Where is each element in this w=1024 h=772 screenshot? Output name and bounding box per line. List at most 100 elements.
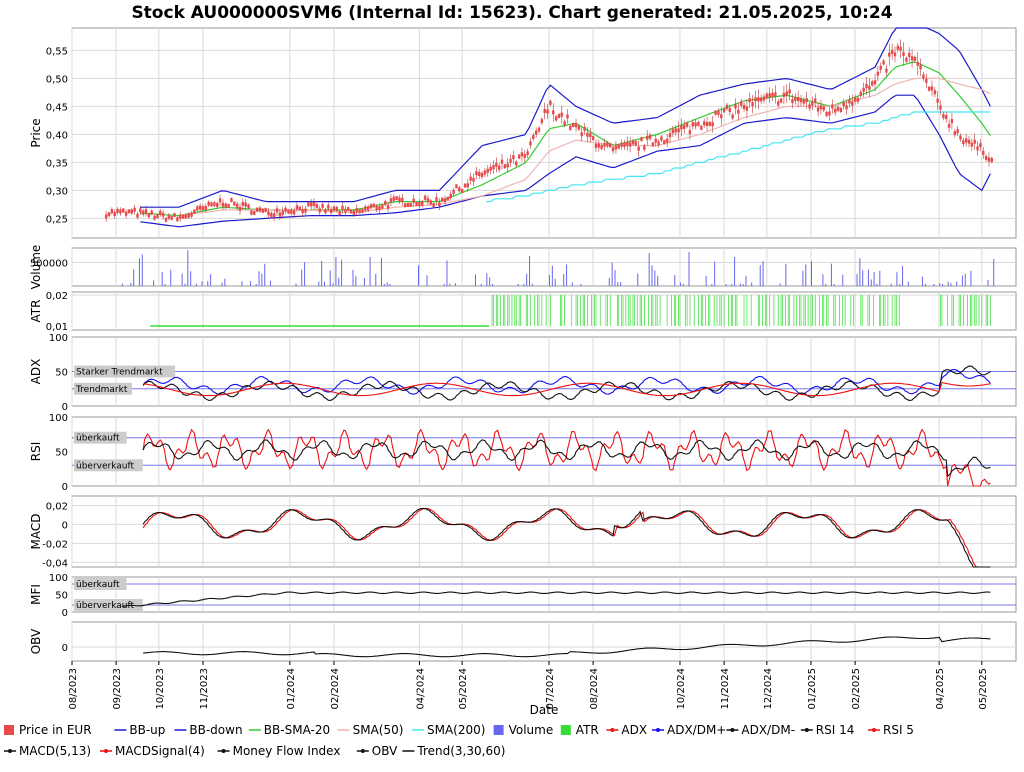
price-candle (153, 215, 156, 220)
price-candle (677, 128, 680, 133)
price-candle (594, 143, 598, 148)
price-candle (822, 106, 825, 111)
volume-bar (563, 273, 565, 286)
price-candle (714, 110, 717, 115)
price-candle (552, 110, 555, 115)
price-candle (173, 212, 176, 217)
price-candle (825, 111, 828, 116)
price-candle (751, 102, 754, 107)
price-candle (979, 143, 982, 148)
price-candle (412, 198, 415, 203)
volume-bar (580, 284, 582, 286)
volume-bar (164, 283, 166, 286)
price-candle (523, 153, 526, 158)
volume-bar (657, 275, 659, 286)
price-candle (754, 97, 757, 102)
price-candle (902, 51, 905, 56)
price-candle (418, 201, 421, 206)
price-candle (574, 123, 578, 128)
price-candle (469, 176, 472, 181)
price-candle (455, 184, 458, 189)
volume-bar (526, 273, 528, 286)
price-candle (896, 45, 900, 50)
price-candle (116, 208, 119, 213)
price-candle (890, 49, 894, 54)
price-candle (859, 91, 863, 96)
xtick-label: 08/2024 (589, 668, 600, 710)
price-candle (290, 209, 293, 214)
price-candle (688, 130, 692, 135)
price-candle (816, 107, 820, 112)
ytick-rsi: 100 (49, 413, 68, 424)
price-candle (683, 124, 686, 129)
price-candle (663, 140, 666, 145)
price-candle (879, 65, 882, 70)
rsi-label-oversold: überverkauft (76, 461, 135, 471)
price-candle (355, 208, 358, 213)
price-candle (745, 106, 749, 111)
price-candle (779, 98, 783, 103)
price-candle (304, 208, 307, 213)
price-candle (862, 87, 865, 92)
price-candle (765, 93, 769, 98)
rsi14-line (142, 439, 991, 478)
xtick-label: 01/2024 (286, 668, 297, 710)
legend-label: ADX (621, 723, 647, 737)
price-candle (438, 202, 441, 207)
price-candle (227, 203, 230, 208)
volume-bar (833, 283, 835, 286)
ytick-adx: 50 (55, 368, 68, 379)
price-candle (298, 206, 302, 211)
price-candle (964, 138, 968, 143)
price-candle (335, 206, 339, 211)
volume-bar (480, 283, 482, 286)
price-candle (238, 206, 242, 211)
price-candle (489, 166, 492, 171)
price-candle (253, 210, 256, 215)
volume-bar (474, 274, 476, 286)
price-candle (939, 105, 942, 110)
price-candle (603, 142, 606, 147)
price-candle (295, 205, 299, 210)
price-candle (198, 205, 202, 210)
price-candle (805, 98, 808, 103)
volume-bar (566, 264, 568, 286)
price-candle (196, 206, 199, 211)
xtick-label: 11/2024 (720, 668, 731, 710)
volume-bar (426, 275, 428, 286)
price-candle (321, 203, 324, 208)
legend-swatch-dot (730, 728, 735, 732)
legend-swatch (560, 725, 571, 735)
volume-bar (651, 265, 653, 286)
price-candle (757, 97, 760, 102)
price-candle (814, 98, 817, 103)
price-candle (623, 142, 626, 147)
rsi-label-overbought-box (74, 431, 127, 444)
volume-bar (301, 269, 303, 286)
price-candle (913, 56, 917, 61)
legend-label: Money Flow Index (233, 744, 341, 758)
volume-bar (548, 274, 550, 286)
price-candle (492, 165, 495, 170)
price-candle (526, 151, 529, 156)
legend-swatch-dot (610, 728, 615, 732)
price-candle (534, 130, 538, 135)
ylabel-obv: OBV (29, 628, 43, 654)
volume-bar (810, 261, 812, 286)
volume-bar (255, 283, 257, 286)
price-candle (722, 108, 726, 113)
price-candle (731, 114, 734, 119)
price-candle (637, 146, 640, 151)
price-candle (617, 144, 620, 149)
price-candle (136, 213, 139, 218)
price-candle (250, 210, 253, 215)
volume-bar (779, 283, 781, 286)
volume-bar (492, 283, 494, 286)
price-candle (261, 208, 264, 213)
price-candle (868, 85, 871, 90)
adx-line (143, 381, 991, 397)
volume-bar (825, 283, 827, 286)
adx-label-strong: Starker Trendmarkt (76, 368, 163, 378)
series-line-sma200 (486, 111, 991, 203)
volume-bar (907, 281, 909, 286)
